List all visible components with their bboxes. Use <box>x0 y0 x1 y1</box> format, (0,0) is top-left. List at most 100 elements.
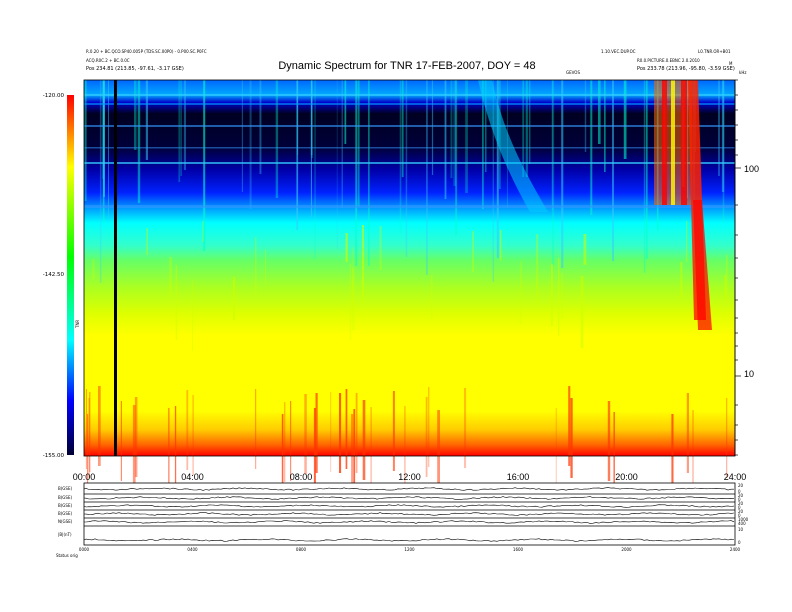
series-label: B(GSE) <box>58 495 72 500</box>
trace-line <box>83 512 735 516</box>
lower-footer-label: Status orig <box>56 553 78 558</box>
streak <box>357 80 360 207</box>
header-center-small: GEVOS <box>566 70 580 75</box>
streak <box>192 395 194 475</box>
streak <box>233 277 235 320</box>
trace-line <box>83 538 735 542</box>
streak <box>255 389 257 469</box>
streak <box>134 80 137 150</box>
x-tick-label: 12:00 <box>398 472 421 482</box>
streak <box>102 80 104 179</box>
streak <box>686 221 688 262</box>
lower-x-tick: 2400 <box>730 547 741 552</box>
x-tick-label: 08:00 <box>290 472 313 482</box>
streak <box>392 391 395 471</box>
streak <box>401 80 404 177</box>
x-tick-label: 24:00 <box>724 472 747 482</box>
streak <box>726 398 728 478</box>
streak <box>465 80 468 193</box>
streak <box>525 80 528 177</box>
header-right-line1b: L0.TNR.OR+B01 <box>698 49 731 54</box>
streak <box>555 408 557 488</box>
streak <box>275 80 279 198</box>
streak <box>296 80 299 230</box>
streak <box>355 393 358 473</box>
streak <box>99 80 102 283</box>
streak <box>311 80 313 158</box>
streak <box>464 388 467 468</box>
streak <box>146 228 148 255</box>
trace-line <box>83 504 735 508</box>
colorbar <box>67 95 74 455</box>
header-unit: kHz <box>739 70 746 75</box>
streak <box>671 414 674 494</box>
trace-line <box>83 487 734 491</box>
lower-x-tick: 0000 <box>79 547 90 552</box>
streak <box>336 80 338 249</box>
streak <box>132 405 136 485</box>
streak <box>186 390 189 470</box>
lower-x-tick: 1200 <box>404 547 415 552</box>
streak <box>583 234 587 265</box>
streak <box>431 80 434 175</box>
trace-line <box>83 496 735 500</box>
streak <box>102 80 105 222</box>
header-left-line3: Pos 234.81 (213.85, -97.61, -3.17 GSE) <box>86 66 184 72</box>
streak <box>180 80 182 176</box>
band-line <box>84 147 735 149</box>
streak <box>520 261 522 324</box>
streak <box>368 80 370 266</box>
right-tick: 0 <box>738 540 741 545</box>
streak <box>551 264 553 326</box>
streak <box>399 80 402 233</box>
streak <box>330 392 332 472</box>
x-tick-label: 00:00 <box>73 472 96 482</box>
frequency-axis: 100 10 <box>734 79 759 456</box>
streak <box>580 276 584 348</box>
streak <box>178 80 181 182</box>
streak <box>361 225 364 303</box>
streak <box>353 409 356 489</box>
header-right-line1a: 1.10.VEC.DUP.OC <box>601 49 636 54</box>
band-line <box>84 94 735 96</box>
streak <box>612 80 614 261</box>
streak <box>87 414 89 494</box>
streak <box>339 393 342 473</box>
streak <box>314 80 316 259</box>
streak <box>551 80 553 210</box>
streak <box>203 80 206 251</box>
streak <box>169 257 172 297</box>
series-label: N(GSE) <box>58 519 73 524</box>
streak <box>98 386 101 466</box>
streak <box>472 231 474 272</box>
streak <box>482 80 484 209</box>
streak <box>145 80 148 160</box>
streak <box>352 268 355 330</box>
streak <box>522 80 525 177</box>
series-label: B(GSE) <box>58 511 72 516</box>
streak <box>721 80 725 192</box>
streak <box>561 80 564 268</box>
streak <box>349 264 352 340</box>
streak <box>444 80 447 199</box>
streak <box>686 393 689 473</box>
streak <box>499 230 502 261</box>
streak <box>453 80 456 186</box>
streak <box>496 80 499 258</box>
lower-x-tick: 2000 <box>621 547 632 552</box>
right-tick: 20 <box>738 501 744 506</box>
streak <box>558 258 560 336</box>
streak <box>84 80 87 201</box>
streak <box>341 80 343 208</box>
streak <box>85 389 87 469</box>
streak <box>692 410 694 490</box>
streak <box>345 233 348 262</box>
colorbar-tick-top: -120.00 <box>43 93 65 99</box>
streak <box>120 401 122 481</box>
header-right-line2: R0.0.PICTURE.0.EBNC 2.0.2010 <box>637 58 700 63</box>
streak <box>255 237 257 297</box>
streak <box>646 80 648 259</box>
late-burst <box>654 80 712 330</box>
lower-x-tick: 0800 <box>296 547 307 552</box>
